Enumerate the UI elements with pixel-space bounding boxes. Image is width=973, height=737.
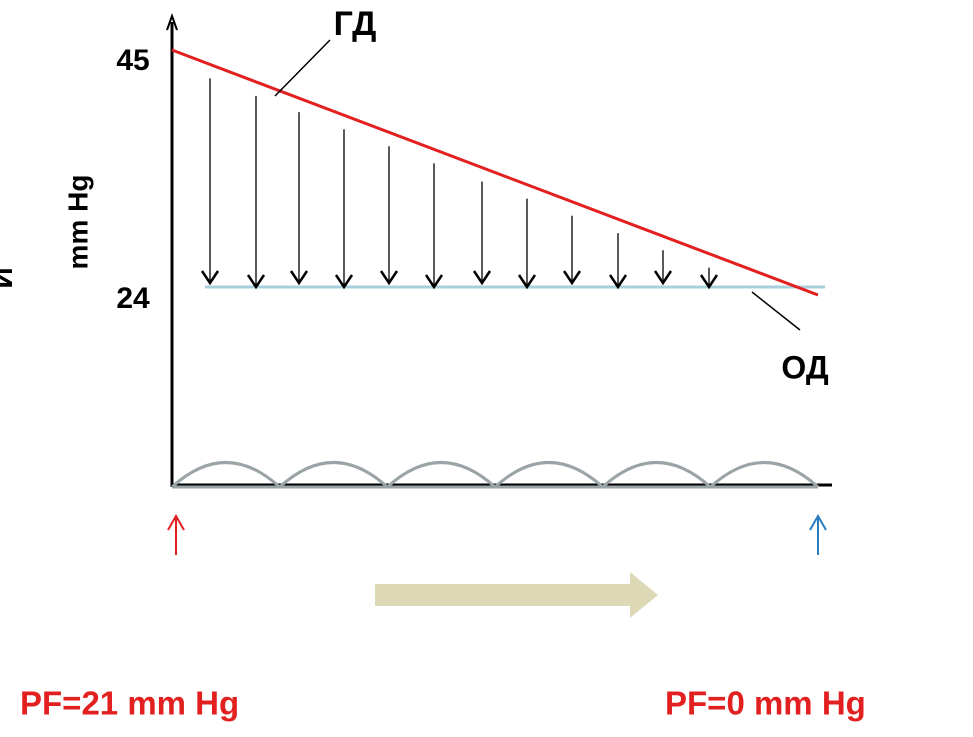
- arc: [386, 461, 497, 489]
- down-arrowhead: [379, 270, 399, 286]
- label: 45: [116, 44, 149, 77]
- down-arrowhead: [517, 274, 537, 290]
- down-arrowhead: [699, 274, 719, 290]
- down-arrowhead: [608, 274, 628, 290]
- arcs: [170, 461, 820, 489]
- leader: [274, 39, 331, 97]
- label: ОД: [781, 349, 828, 385]
- pf-label: PF=0 mm Hg: [665, 685, 866, 722]
- pf-label: PF=21 mm Hg: [20, 685, 239, 722]
- arc: [709, 461, 820, 489]
- gd-line: [171, 48, 819, 297]
- axis-arrowhead: [166, 13, 178, 31]
- arc: [493, 461, 604, 489]
- label: 24: [116, 282, 150, 315]
- start-arrowhead: [167, 513, 185, 531]
- label: ГД: [334, 5, 377, 43]
- cut-off-text: Й: [0, 267, 19, 289]
- arc: [278, 461, 389, 489]
- down-arrowhead: [289, 270, 309, 286]
- down-arrowhead: [334, 274, 354, 290]
- leader: [751, 291, 801, 331]
- down-arrowhead: [200, 270, 220, 286]
- down-arrowhead: [653, 270, 673, 286]
- arc: [601, 461, 712, 489]
- down-arrowhead: [246, 274, 266, 290]
- down-arrowhead: [424, 274, 444, 290]
- filtration-arrows: [200, 78, 719, 290]
- flow-arrow: [375, 572, 658, 618]
- down-arrowhead: [562, 270, 582, 286]
- arc: [170, 461, 281, 489]
- down-arrowhead: [472, 270, 492, 286]
- axis-unit: mm Hg: [62, 175, 93, 270]
- end-arrowhead: [809, 513, 827, 531]
